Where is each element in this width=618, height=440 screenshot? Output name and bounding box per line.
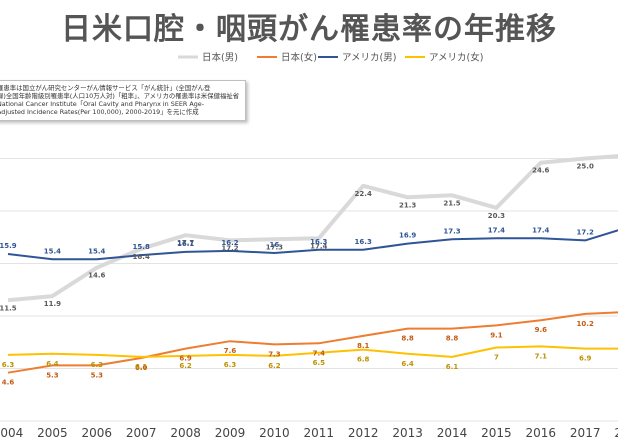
data-label: 6.4 [46,360,59,368]
data-label: 14.6 [88,272,105,280]
data-label: 16.4 [133,253,150,261]
data-label: 5.3 [46,371,59,379]
data-label: 6.0 [135,364,148,372]
source-note-line: 罹患率は国立がん研究センターがん情報サービス「がん統計」(全国がん登 [0,84,211,92]
data-label: 6.1 [135,363,148,371]
data-label: 15.4 [44,247,61,255]
legend-label: 日本(男) [202,52,238,64]
data-label: 17.4 [488,226,505,234]
source-note-line: 録)全国年齢階級別罹患率(人口10万人対)「粗率」、アメリカの罹患率は米保健福祉… [0,92,240,101]
legend-label: アメリカ(男) [342,53,396,64]
data-label: 9.1 [490,331,503,339]
data-label: 24.6 [532,167,549,175]
legend-label: 日本(女) [281,52,317,64]
data-label: 4.6 [2,379,15,387]
data-label: 16.3 [355,238,372,246]
data-label: 8.8 [401,335,414,343]
x-tick-label: 2004 [0,426,23,440]
x-tick-label: 2015 [481,426,512,440]
data-label: 6.5 [313,359,326,367]
data-label: 6.2 [268,362,281,370]
data-label: 16.1 [177,240,194,248]
data-label: 16.9 [399,232,416,240]
series-line [7,345,618,358]
data-label: 6.3 [91,361,104,369]
data-label: 16.2 [221,239,238,247]
data-label: 6.9 [179,355,192,363]
chart-title: 日米口腔・咽頭がん罹患率の年推移 [61,12,557,47]
x-tick-label: 2007 [126,426,157,440]
data-labels: 11.5 11.9 14.6 16.4 17.7 17.2 17.3 17.4 22.4 21.3… [0,163,594,387]
x-tick-label: 2014 [437,426,468,440]
data-label: 17.7 [177,239,194,247]
source-note: 罹患率は国立がん研究センターがん情報サービス「がん統計」(全国がん登 録)全国年… [0,80,246,121]
data-label: 25.0 [577,163,594,171]
data-label: 17.4 [532,226,549,234]
data-label: 17.3 [266,243,283,251]
x-tick-label: 2005 [37,426,68,440]
data-label: 7.4 [313,349,326,357]
data-label: 6.3 [224,361,237,369]
data-label: 16 [270,241,280,249]
data-label: 6.8 [357,356,370,364]
x-tick-label: 2011 [304,426,335,440]
gridlines [0,158,618,422]
data-label: 21.5 [443,199,460,207]
data-label: 10.2 [577,320,594,328]
data-label: 8.8 [446,335,459,343]
data-label: 15.8 [133,243,150,251]
x-tick-label: 2013 [392,426,423,440]
data-label: 15.9 [0,242,17,250]
x-tick-label: 2010 [259,426,290,440]
data-label: 17.2 [221,244,238,252]
x-axis: 2004 2005 2006 2007 2008 2009 2010 2011 2012 2013… [0,426,618,440]
data-label: 11.9 [44,300,61,308]
data-label: 7 [494,354,499,362]
x-tick-label: 2018 [614,426,618,440]
data-label: 20.3 [488,212,505,220]
series-line [7,154,618,303]
data-label: 17.4 [310,242,327,250]
data-label: 8.1 [357,342,370,350]
data-label: 5.3 [91,371,104,379]
series-line [7,229,618,261]
series-lines [7,154,618,374]
x-tick-label: 2012 [348,426,379,440]
data-label: 7.6 [224,347,237,355]
source-note-line: Adjusted Incidence Rates(Per 100,000), 2… [0,108,199,117]
data-label: 7.1 [535,352,548,360]
source-note-line: National Cancer Institute「Oral Cavity an… [0,100,205,109]
data-label: 6.1 [446,363,459,371]
data-label: 6.3 [2,361,15,369]
data-label: 6.2 [179,362,192,370]
data-label: 15.4 [88,247,105,255]
x-tick-label: 2008 [170,426,201,440]
data-label: 16.3 [310,238,327,246]
data-label: 17.2 [577,228,594,236]
legend-label: アメリカ(女) [429,52,483,64]
series-line [7,311,618,374]
data-label: 6.4 [401,360,414,368]
data-label: 21.3 [399,201,416,209]
data-label: 6.9 [579,355,592,363]
data-label: 11.5 [0,304,17,312]
x-tick-label: 2016 [526,426,557,440]
data-label: 7.3 [268,350,281,358]
data-label: 22.4 [355,190,372,198]
data-label: 17.3 [443,227,460,235]
x-tick-label: 2009 [215,426,246,440]
legend: 日本(男) 日本(女) アメリカ(男) アメリカ(女) [178,52,483,64]
x-tick-label: 2017 [570,426,601,440]
x-tick-label: 2006 [82,426,113,440]
data-label: 9.6 [535,326,548,334]
